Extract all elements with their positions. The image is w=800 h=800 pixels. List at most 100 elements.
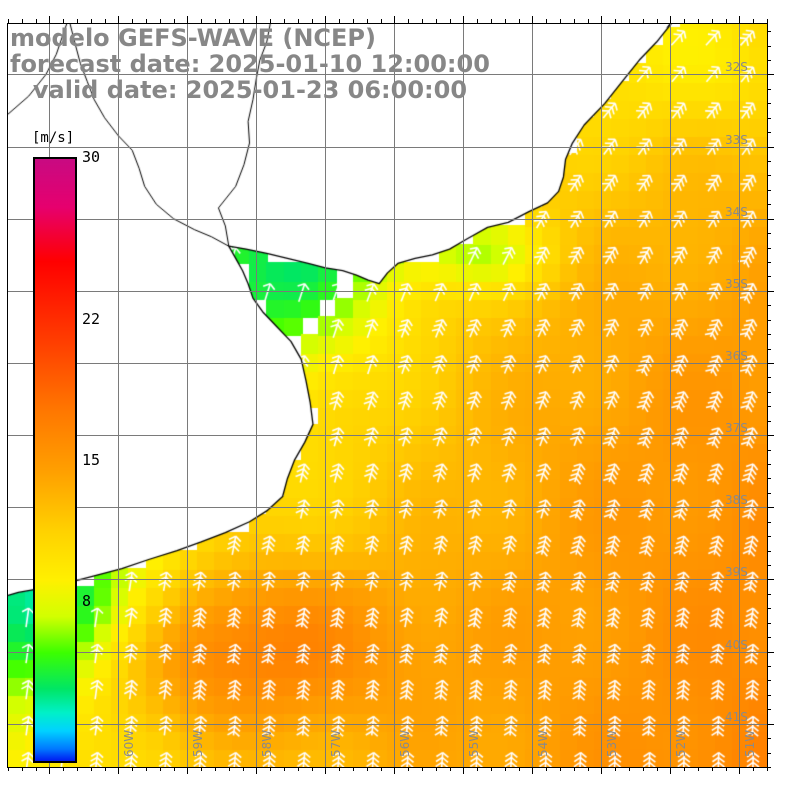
tick-right xyxy=(767,89,771,90)
tick-right xyxy=(767,753,771,754)
tick-bottom xyxy=(49,767,50,774)
tick-top xyxy=(187,16,188,23)
tick-top xyxy=(698,19,699,23)
tick-bottom xyxy=(574,767,575,771)
tick-top xyxy=(519,19,520,23)
tick-bottom xyxy=(325,767,326,774)
tick-bottom xyxy=(436,767,437,771)
tick-bottom xyxy=(767,767,768,771)
tick-right xyxy=(767,637,771,638)
tick-top xyxy=(284,19,285,23)
tick-right xyxy=(767,74,774,75)
tick-right xyxy=(767,478,771,479)
tick-right xyxy=(767,46,771,47)
tick-top xyxy=(477,19,478,23)
tick-top xyxy=(588,19,589,23)
tick-right xyxy=(767,305,771,306)
tick-right xyxy=(767,248,771,249)
tick-right xyxy=(767,767,771,768)
tick-bottom xyxy=(601,767,602,774)
tick-top xyxy=(450,19,451,23)
tick-bottom xyxy=(105,767,106,771)
tick-top xyxy=(601,16,602,23)
tick-bottom xyxy=(712,767,713,771)
tick-right xyxy=(767,320,771,321)
tick-top xyxy=(505,19,506,23)
tick-top xyxy=(215,19,216,23)
tick-top xyxy=(160,19,161,23)
tick-top xyxy=(118,16,119,23)
tick-top xyxy=(367,19,368,23)
tick-right xyxy=(767,522,771,523)
tick-bottom xyxy=(408,767,409,771)
tick-right xyxy=(767,60,771,61)
colorbar-box xyxy=(33,157,77,763)
tick-bottom xyxy=(588,767,589,771)
tick-bottom xyxy=(394,767,395,774)
tick-bottom xyxy=(229,767,230,771)
tick-bottom xyxy=(629,767,630,771)
tick-bottom xyxy=(505,767,506,771)
tick-top xyxy=(63,19,64,23)
colorbar-gradient xyxy=(35,159,75,761)
tick-top xyxy=(91,19,92,23)
colorbar-units-label: [m/s] xyxy=(32,130,75,146)
tick-top xyxy=(36,19,37,23)
tick-bottom xyxy=(670,767,671,774)
tick-right xyxy=(767,147,774,148)
tick-top xyxy=(270,19,271,23)
tick-right xyxy=(767,334,771,335)
colorbar-tick-label-8: 8 xyxy=(82,592,92,611)
tick-bottom xyxy=(477,767,478,771)
tick-top xyxy=(684,19,685,23)
tick-bottom xyxy=(519,767,520,771)
tick-bottom xyxy=(36,767,37,771)
tick-bottom xyxy=(243,767,244,771)
map-frame[interactable]: 61W60W59W58W57W56W55W54W53W52W51W 32S33S… xyxy=(7,23,768,768)
tick-top xyxy=(312,19,313,23)
tick-top xyxy=(132,19,133,23)
tick-bottom xyxy=(491,767,492,771)
tick-bottom xyxy=(270,767,271,771)
tick-right xyxy=(767,219,774,220)
tick-right xyxy=(767,118,771,119)
tick-top xyxy=(629,19,630,23)
wind-speed-field-canvas[interactable] xyxy=(8,24,767,767)
tick-top xyxy=(8,19,9,23)
tick-bottom xyxy=(160,767,161,771)
tick-bottom xyxy=(63,767,64,771)
tick-bottom xyxy=(684,767,685,771)
tick-top xyxy=(422,19,423,23)
tick-top xyxy=(532,16,533,23)
tick-bottom xyxy=(615,767,616,771)
tick-top xyxy=(657,19,658,23)
tick-bottom xyxy=(77,767,78,771)
tick-bottom xyxy=(201,767,202,771)
tick-bottom xyxy=(146,767,147,771)
tick-top xyxy=(491,19,492,23)
tick-top xyxy=(77,19,78,23)
tick-top xyxy=(256,16,257,23)
tick-bottom xyxy=(422,767,423,771)
tick-bottom xyxy=(284,767,285,771)
tick-top xyxy=(394,16,395,23)
tick-right xyxy=(767,435,774,436)
tick-bottom xyxy=(643,767,644,771)
tick-bottom xyxy=(174,767,175,771)
tick-right xyxy=(767,536,771,537)
colorbar-tick-label-30: 30 xyxy=(82,148,101,166)
tick-top xyxy=(726,19,727,23)
tick-bottom xyxy=(657,767,658,771)
tick-top xyxy=(298,19,299,23)
tick-bottom xyxy=(381,767,382,771)
tick-bottom xyxy=(698,767,699,771)
tick-top xyxy=(339,19,340,23)
tick-right xyxy=(767,608,771,609)
tick-right xyxy=(767,594,771,595)
tick-top xyxy=(408,19,409,23)
tick-bottom xyxy=(298,767,299,771)
tick-right xyxy=(767,233,771,234)
tick-bottom xyxy=(118,767,119,774)
tick-right xyxy=(767,175,771,176)
tick-bottom xyxy=(739,767,740,774)
